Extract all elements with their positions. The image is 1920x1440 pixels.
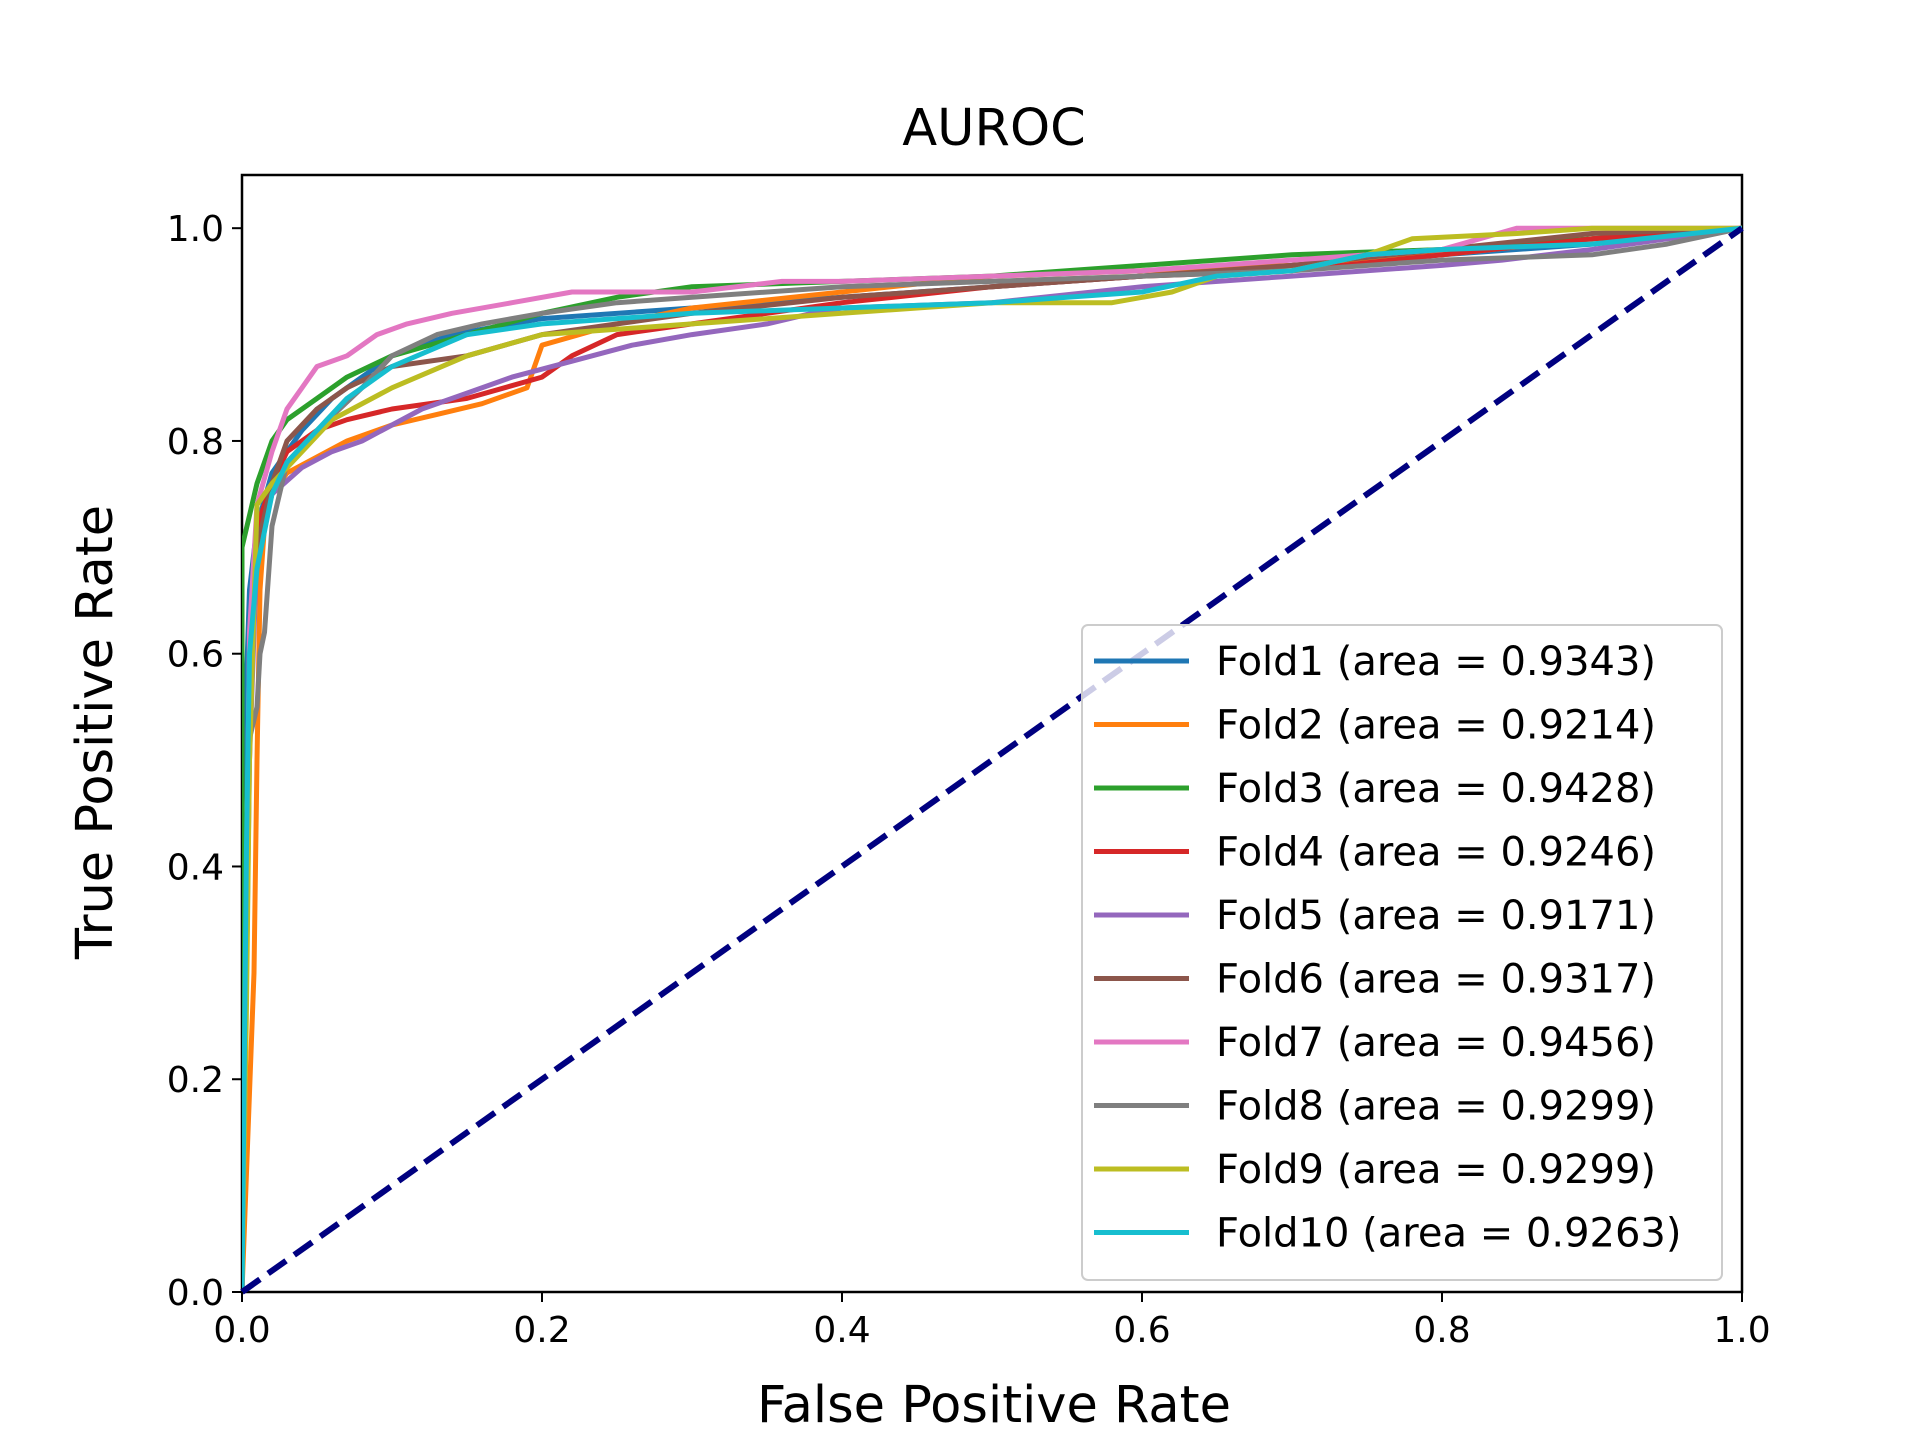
legend-items: Fold1 (area = 0.9343) Fold2 (area = 0.921… [1094,639,1682,1257]
legend-label-fold3: Fold3 (area = 0.9428) [1216,766,1656,812]
chart-title: AUROC [902,99,1085,158]
y-axis-label: True Positive Rate [66,505,125,960]
legend-label-fold1: Fold1 (area = 0.9343) [1216,639,1656,685]
y-axis-ticks: 0.0 0.2 0.4 0.6 0.8 1.0 [167,209,242,1314]
x-tick-label: 0.0 [213,1310,270,1351]
legend-label-fold10: Fold10 (area = 0.9263) [1216,1211,1682,1257]
y-tick-label: 0.0 [167,1273,224,1314]
x-tick-label: 0.6 [1113,1310,1170,1351]
legend-label-fold4: Fold4 (area = 0.9246) [1216,830,1656,876]
series-line-fold7 [242,225,1742,1292]
series-line-fold9 [242,225,1742,1292]
series-line-fold5 [242,225,1742,1292]
x-tick-label: 1.0 [1713,1310,1770,1351]
legend-box [1081,624,1723,1281]
legend-label-fold9: Fold9 (area = 0.9299) [1216,1147,1656,1193]
x-tick-label: 0.2 [513,1310,570,1351]
y-tick-label: 0.8 [167,422,224,463]
legend-label-fold8: Fold8 (area = 0.9299) [1216,1084,1656,1130]
y-tick-label: 0.2 [167,1060,224,1101]
legend-label-fold6: Fold6 (area = 0.9317) [1216,957,1656,1003]
y-tick-label: 1.0 [167,209,224,250]
y-tick-label: 0.6 [167,635,224,676]
series-layer [242,225,1742,1292]
chance-diagonal-line [240,225,1744,1295]
x-tick-label: 0.4 [813,1310,870,1351]
legend-label-fold2: Fold2 (area = 0.9214) [1216,703,1656,749]
plot-area [240,173,1744,1295]
x-axis-label: False Positive Rate [757,1376,1231,1435]
x-axis-ticks: 0.0 0.2 0.4 0.6 0.8 1.0 [213,1292,1771,1351]
legend: Fold1 (area = 0.9343) Fold2 (area = 0.921… [1081,624,1723,1281]
x-tick-label: 0.8 [1413,1310,1470,1351]
legend-label-fold7: Fold7 (area = 0.9456) [1216,1020,1656,1066]
series-line-fold10 [242,225,1742,1292]
y-tick-label: 0.4 [167,847,224,888]
legend-label-fold5: Fold5 (area = 0.9171) [1216,893,1656,939]
series-line-fold8 [242,225,1742,1292]
